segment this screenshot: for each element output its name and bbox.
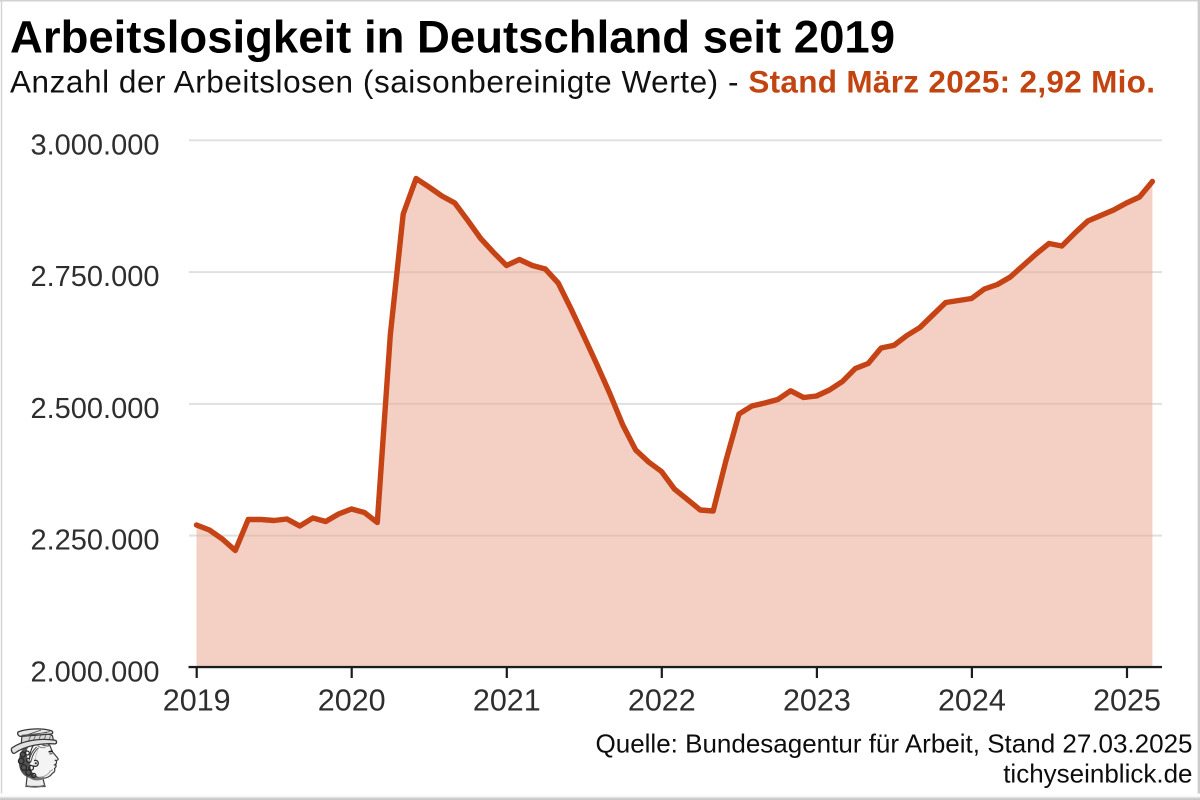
svg-text:2.000.000: 2.000.000 <box>30 656 159 688</box>
svg-text:Quelle: Bundesagentur für Arbe: Quelle: Bundesagentur für Arbeit, Stand … <box>596 729 1193 759</box>
svg-text:2024: 2024 <box>938 684 1006 718</box>
svg-text:2020: 2020 <box>318 684 386 718</box>
svg-text:2.750.000: 2.750.000 <box>30 261 159 293</box>
svg-text:2022: 2022 <box>628 684 696 718</box>
svg-text:2023: 2023 <box>783 684 851 718</box>
svg-text:2025: 2025 <box>1093 684 1161 718</box>
svg-text:Arbeitslosigkeit in Deutschlan: Arbeitslosigkeit in Deutschland seit 201… <box>10 12 895 63</box>
svg-text:2019: 2019 <box>163 684 231 718</box>
svg-text:Anzahl der Arbeitslosen (saiso: Anzahl der Arbeitslosen (saisonbereinigt… <box>10 64 1155 100</box>
svg-text:2.250.000: 2.250.000 <box>30 525 159 557</box>
svg-text:2.500.000: 2.500.000 <box>30 393 159 425</box>
svg-text:tichyseinblick.de: tichyseinblick.de <box>1003 758 1192 788</box>
svg-text:3.000.000: 3.000.000 <box>30 129 159 161</box>
svg-text:2021: 2021 <box>473 684 541 718</box>
